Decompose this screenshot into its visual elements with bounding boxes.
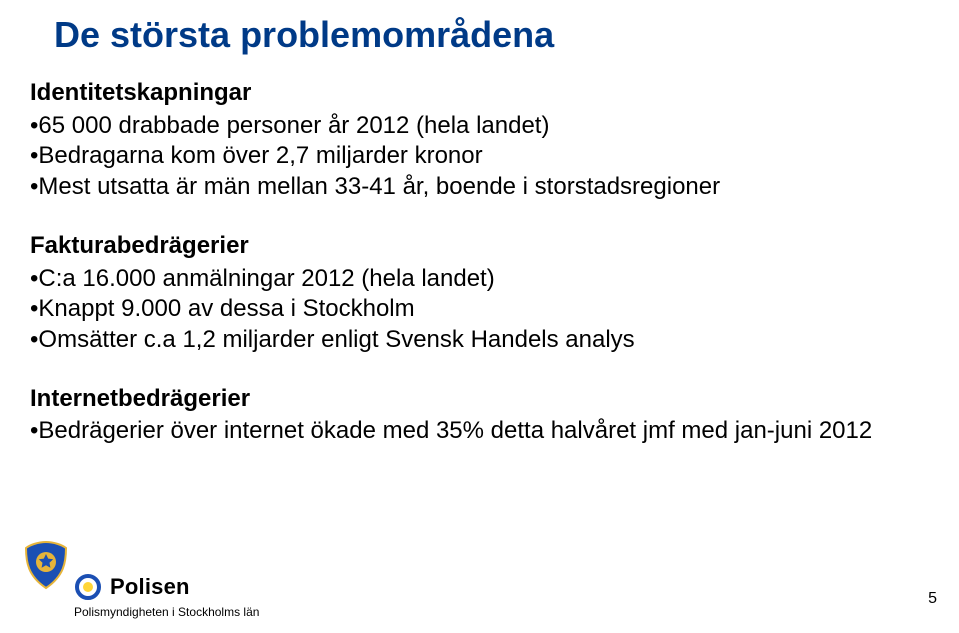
section-identitetskapningar: Identitetskapningar •65 000 drabbade per… <box>30 78 910 203</box>
slide: De största problemområdena Identitetskap… <box>0 0 959 633</box>
polisen-logo: Polisen <box>74 573 190 601</box>
bullet-item: •C:a 16.000 anmälningar 2012 (hela lande… <box>30 264 910 295</box>
bullet-item: •Mest utsatta är män mellan 33-41 år, bo… <box>30 172 910 203</box>
page-number: 5 <box>928 590 937 608</box>
footer-caption: Polismyndigheten i Stockholms län <box>74 605 259 619</box>
section-heading: Fakturabedrägerier <box>30 231 910 262</box>
polisen-wordmark: Polisen <box>110 574 190 600</box>
section-heading: Identitetskapningar <box>30 78 910 109</box>
footer: Polisen Polismyndigheten i Stockholms lä… <box>0 557 959 633</box>
section-internetbedragerier: Internetbedrägerier •Bedrägerier över in… <box>30 384 910 447</box>
police-badge-icon <box>24 540 68 595</box>
slide-body: Identitetskapningar •65 000 drabbade per… <box>30 78 910 447</box>
bullet-item: •Omsätter c.a 1,2 miljarder enligt Svens… <box>30 325 910 356</box>
bullet-item: •Knappt 9.000 av dessa i Stockholm <box>30 294 910 325</box>
section-fakturabedragerier: Fakturabedrägerier •C:a 16.000 anmälning… <box>30 231 910 356</box>
polisen-ring-icon <box>74 573 102 601</box>
bullet-item: •Bedragarna kom över 2,7 miljarder krono… <box>30 141 910 172</box>
section-heading: Internetbedrägerier <box>30 384 910 415</box>
bullet-item: •Bedrägerier över internet ökade med 35%… <box>30 416 910 447</box>
slide-title: De största problemområdena <box>54 14 554 56</box>
bullet-item: •65 000 drabbade personer år 2012 (hela … <box>30 111 910 142</box>
